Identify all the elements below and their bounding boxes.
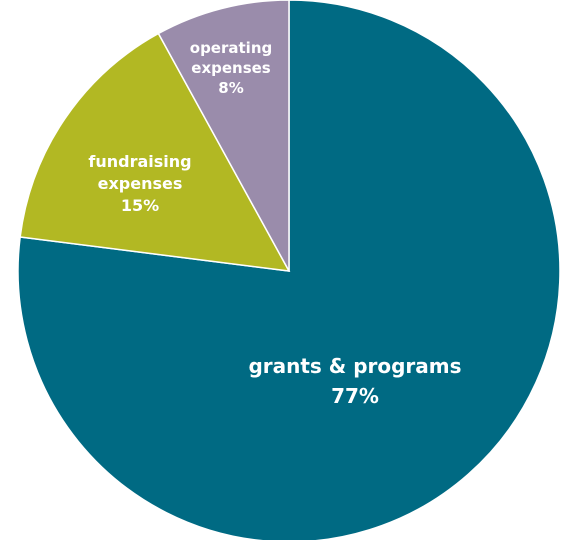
slice-name-1-line-0: fundraising	[88, 152, 191, 171]
slice-value-2: 8%	[218, 79, 243, 97]
slice-label-0: grants & programs 77%	[248, 354, 461, 408]
slice-label-2: operating expenses 8%	[190, 39, 272, 97]
pie-slices	[17, 0, 561, 540]
slice-value-0: 77%	[331, 384, 379, 408]
pie-labels: grants & programs 77% fundraising expenses 1…	[88, 39, 461, 408]
slice-label-1: fundraising expenses 15%	[88, 152, 191, 215]
slice-name-0-line-0: grants & programs	[248, 354, 461, 378]
pie-slice-2	[157, 0, 290, 272]
slice-name-2-line-1: expenses	[191, 59, 271, 77]
slice-value-1: 15%	[121, 196, 159, 215]
pie-slice-1	[19, 32, 291, 272]
slice-name-1-line-1: expenses	[98, 174, 183, 193]
slice-name-2-line-0: operating	[190, 39, 272, 57]
